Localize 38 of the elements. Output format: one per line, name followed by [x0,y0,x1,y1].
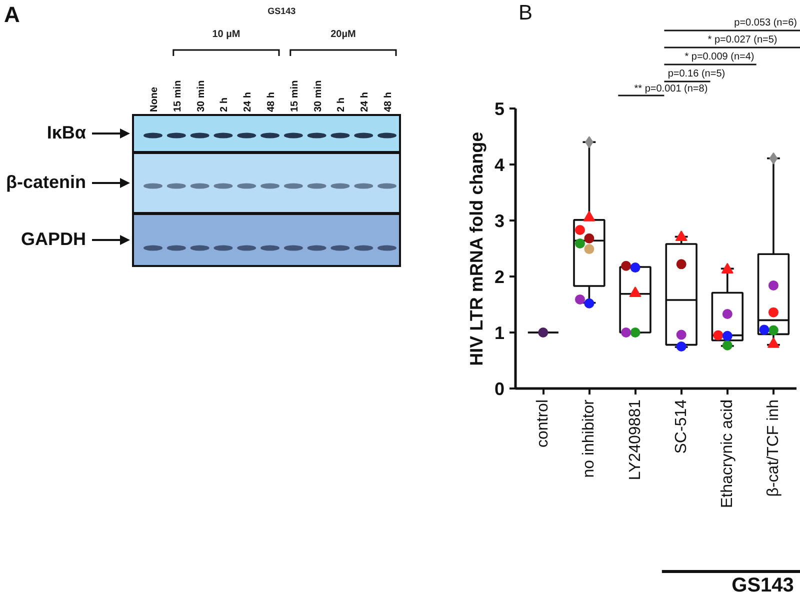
text: * p=0.009 (n=4) [684,52,754,62]
text: A [4,2,20,27]
text: 20µM [330,29,356,40]
category-label: 48 h [266,92,277,112]
x-tick-label: β-cat/TCF inh [764,400,782,497]
chart-title: B [518,2,533,24]
x-tick-label: Ethacrynic acid [718,399,736,508]
category-label: 2 h [219,98,230,112]
text: p=0.16 (n=5) [668,68,726,80]
category-label: 2 h [336,98,348,112]
category-label: 30 min [312,80,324,112]
text: 10 µM [212,29,240,40]
category-label: 48 h [383,92,394,112]
category-label: β-catenin [6,172,86,192]
category-label: IκBα [46,122,86,142]
category-label: None [149,86,160,112]
text: ** p=0.001 (n=8) [634,84,708,94]
category-label: 24 h [242,92,254,112]
category-label: GAPDH [20,228,86,249]
y-tick-label: 1 [494,323,505,343]
x-tick-label: LY2409881 [626,399,644,480]
y-tick-label: 3 [494,211,505,231]
category-label: 15 min [289,80,300,112]
text: GS143 [268,6,296,16]
x-tick-label: control [534,399,552,448]
category-label: 24 h [360,92,371,112]
y-tick-label: 5 [494,99,505,119]
text: * p=0.027 (n=5) [708,34,778,46]
x-tick-label: SC-514 [672,399,690,454]
category-label: 15 min [172,80,184,112]
category-label: 30 min [196,80,207,112]
y-tick-label: 4 [494,155,505,175]
text: p=0.053 (n=6) [734,18,797,28]
y-tick-label: 2 [494,267,505,287]
text: GS143 [732,574,794,596]
x-tick-label: no inhibitor [580,398,598,478]
y-tick-label: 0 [494,379,505,399]
y-axis-title: HIV LTR mRNA fold change [466,132,486,366]
